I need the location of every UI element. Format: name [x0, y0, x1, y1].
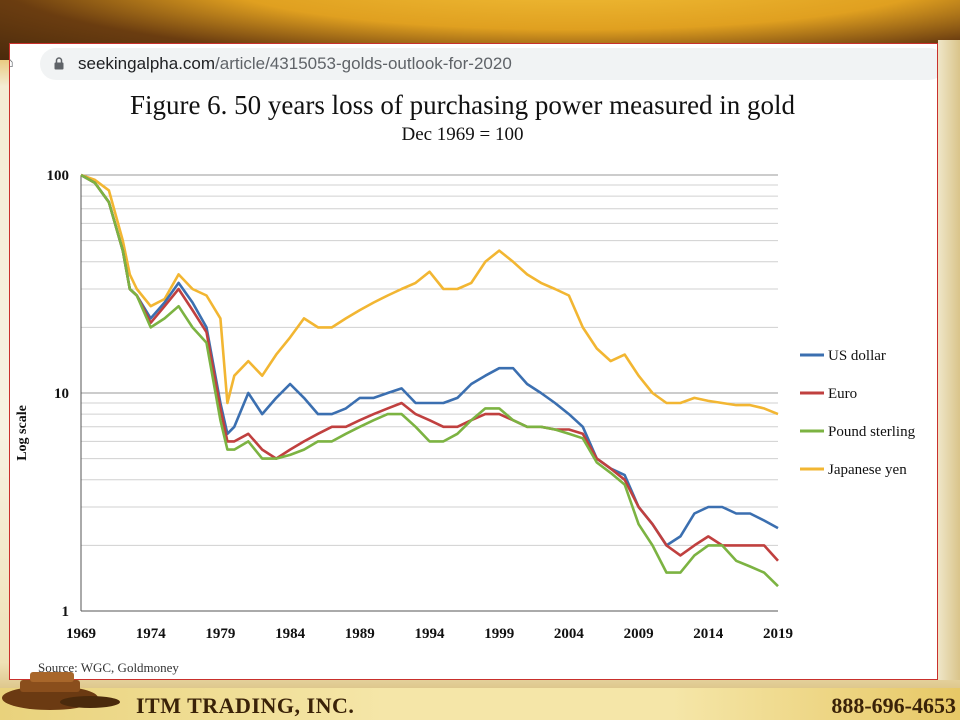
- x-tick-label: 2014: [693, 626, 724, 642]
- y-tick-label: 100: [47, 168, 70, 184]
- lock-icon: [54, 57, 64, 70]
- slide-right-strip: [938, 40, 960, 680]
- legend-label: Euro: [828, 386, 857, 402]
- screenshot-panel: ⌂ seekingalpha.com/article/4315053-golds…: [9, 43, 938, 680]
- footer-band: [0, 688, 960, 720]
- x-tick-label: 1984: [275, 626, 306, 642]
- url-field[interactable]: seekingalpha.com/article/4315053-golds-o…: [40, 48, 937, 80]
- footer-company-name: ITM TRADING, INC.: [136, 693, 355, 718]
- url-text[interactable]: seekingalpha.com/article/4315053-golds-o…: [78, 54, 512, 74]
- series-line-pound-sterling: [80, 173, 779, 588]
- y-tick-label: 1: [62, 604, 70, 620]
- url-domain: seekingalpha.com: [78, 54, 216, 73]
- chart-plot: 1 10 100 1969 1974 1979 1984 1989 1994 1999 2004 20…: [15, 168, 916, 642]
- x-tick-label: 1994: [415, 626, 446, 642]
- y-axis-label: Log scale: [15, 405, 30, 461]
- series-line-us-dollar: [80, 173, 779, 547]
- x-tick-label: 2019: [763, 626, 793, 642]
- legend-label: US dollar: [828, 348, 886, 364]
- legend-label: Pound sterling: [828, 424, 916, 440]
- x-tick-label: 1974: [136, 626, 167, 642]
- x-tick-label: 1989: [345, 626, 375, 642]
- x-tick-label: 2004: [554, 626, 585, 642]
- company-logo-art: [2, 672, 120, 710]
- x-tick-label: 1969: [66, 626, 96, 642]
- y-tick-label: 10: [54, 386, 69, 402]
- x-tick-label: 2009: [624, 626, 654, 642]
- x-tick-label: 1999: [484, 626, 514, 642]
- x-tick-label: 1979: [205, 626, 235, 642]
- series-line-japanese-yen: [80, 173, 779, 416]
- series-line-euro: [80, 173, 779, 562]
- chart-title: Figure 6. 50 years loss of purchasing po…: [129, 90, 796, 120]
- browser-address-bar: ⌂ seekingalpha.com/article/4315053-golds…: [10, 44, 937, 84]
- chart-source: Source: WGC, Goldmoney: [38, 660, 179, 675]
- url-path: /article/4315053-golds-outlook-for-2020: [215, 54, 512, 73]
- legend-label: Japanese yen: [828, 462, 907, 478]
- chart-subtitle: Dec 1969 = 100: [401, 124, 524, 145]
- home-icon[interactable]: ⌂: [10, 54, 22, 72]
- footer-phone: 888-696-4653: [831, 693, 956, 718]
